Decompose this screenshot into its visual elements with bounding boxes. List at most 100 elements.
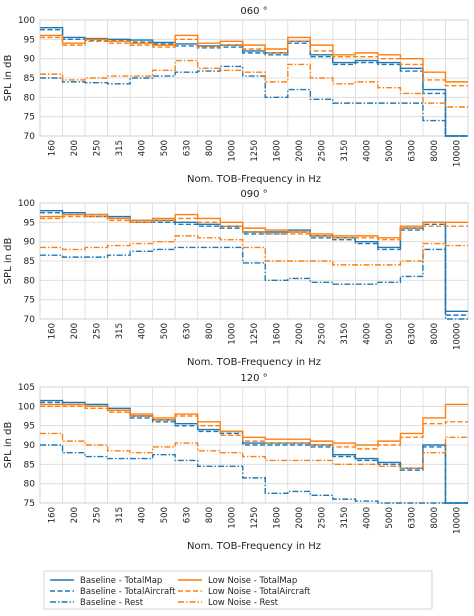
series-line — [40, 36, 468, 87]
x-tick-label: 800 — [205, 507, 215, 523]
x-axis-label: Nom. TOB-Frequency in Hz — [187, 174, 321, 185]
x-tick-label: 630 — [182, 507, 192, 523]
x-tick-label: 8000 — [430, 507, 440, 529]
y-tick-label: 80 — [24, 276, 36, 286]
x-tick-label: 1000 — [227, 507, 237, 529]
legend-frame — [43, 570, 433, 610]
y-axis-label: SPL in dB — [3, 238, 14, 285]
x-tick-label: 6300 — [408, 140, 418, 162]
x-tick-label: 250 — [92, 323, 102, 339]
y-tick-label: 75 — [24, 499, 35, 509]
x-tick-label: 2500 — [318, 140, 328, 162]
x-tick-label: 3150 — [340, 507, 350, 529]
x-tick-label: 2500 — [318, 323, 328, 345]
x-tick-label: 160 — [47, 140, 57, 156]
x-tick-label: 3150 — [340, 140, 350, 162]
x-tick-label: 800 — [205, 140, 215, 156]
legend-label: Low Noise - Rest — [208, 598, 279, 608]
x-tick-label: 1250 — [250, 140, 260, 162]
x-tick-label: 160 — [47, 323, 57, 339]
x-tick-label: 5000 — [385, 140, 395, 162]
x-tick-label: 160 — [47, 507, 57, 523]
series-line — [40, 401, 468, 504]
x-tick-label: 4000 — [363, 140, 373, 162]
y-tick-label: 85 — [24, 74, 35, 84]
series-line — [40, 246, 468, 320]
y-tick-label: 90 — [24, 55, 36, 65]
x-tick-label: 2000 — [295, 140, 305, 162]
y-tick-label: 70 — [24, 315, 36, 325]
x-tick-label: 2000 — [295, 323, 305, 345]
series-line — [40, 215, 468, 241]
y-tick-label: 90 — [24, 238, 36, 248]
x-tick-label: 315 — [115, 507, 125, 523]
x-tick-label: 1000 — [227, 323, 237, 345]
y-tick-label: 75 — [24, 296, 35, 306]
x-tick-label: 10000 — [453, 323, 463, 350]
x-tick-label: 400 — [137, 323, 147, 339]
x-tick-label: 10000 — [453, 507, 463, 534]
y-tick-label: 100 — [18, 402, 35, 412]
x-tick-label: 400 — [137, 507, 147, 523]
chart-panel: 75 80 85 90 95 100 105 120 ° 160 200 250 315 400 500 6… — [3, 373, 469, 552]
x-axis-label: Nom. TOB-Frequency in Hz — [187, 541, 321, 552]
x-tick-label: 200 — [70, 323, 80, 339]
x-tick-label: 5000 — [385, 507, 395, 529]
y-tick-label: 105 — [18, 383, 35, 393]
legend-label: Baseline - TotalAircraft — [80, 587, 176, 597]
legend-label: Baseline - TotalMap — [80, 576, 162, 586]
series-line — [40, 211, 468, 316]
x-tick-label: 500 — [160, 140, 170, 156]
plot-frame — [39, 202, 469, 320]
x-tick-label: 250 — [92, 140, 102, 156]
y-tick-label: 85 — [24, 257, 35, 267]
series-line — [40, 444, 468, 504]
y-tick-label: 70 — [24, 132, 36, 142]
x-tick-label: 315 — [115, 323, 125, 339]
y-tick-label: 100 — [18, 16, 35, 26]
series-line — [40, 235, 468, 266]
series-line — [40, 405, 468, 450]
x-tick-label: 500 — [160, 507, 170, 523]
y-tick-label: 90 — [24, 441, 36, 451]
x-tick-label: 1600 — [273, 507, 283, 529]
x-tick-label: 1600 — [273, 323, 283, 345]
y-axis-label: SPL in dB — [3, 55, 14, 102]
x-tick-label: 200 — [70, 140, 80, 156]
chart-title: 120 ° — [240, 373, 267, 384]
x-tick-label: 5000 — [385, 323, 395, 345]
x-tick-label: 630 — [182, 323, 192, 339]
x-tick-label: 1600 — [273, 140, 283, 162]
y-tick-label: 95 — [24, 35, 35, 45]
chart-title: 060 ° — [240, 6, 267, 17]
legend-label: Low Noise - TotalAircraft — [208, 587, 311, 597]
x-tick-label: 2000 — [295, 507, 305, 529]
x-tick-label: 1250 — [250, 507, 260, 529]
chart-panel: 70 75 80 85 90 95 100 090 ° 160 200 250 315 400 500 63… — [3, 189, 469, 368]
legend-label: Baseline - Rest — [80, 598, 144, 608]
x-tick-label: 200 — [70, 507, 80, 523]
x-axis-label: Nom. TOB-Frequency in Hz — [187, 357, 321, 368]
x-tick-label: 6300 — [408, 323, 418, 345]
x-tick-label: 800 — [205, 323, 215, 339]
x-tick-label: 250 — [92, 507, 102, 523]
y-tick-label: 95 — [24, 218, 35, 228]
x-tick-label: 10000 — [453, 140, 463, 167]
x-tick-label: 2500 — [318, 507, 328, 529]
x-tick-label: 400 — [137, 140, 147, 156]
x-tick-label: 1250 — [250, 323, 260, 345]
x-tick-label: 630 — [182, 140, 192, 156]
series-line — [40, 213, 468, 239]
x-tick-label: 3150 — [340, 323, 350, 345]
y-tick-label: 100 — [18, 199, 35, 209]
y-tick-label: 75 — [24, 113, 35, 123]
series-line — [40, 399, 468, 504]
y-tick-label: 80 — [24, 480, 36, 490]
x-tick-label: 315 — [115, 140, 125, 156]
x-tick-label: 1000 — [227, 140, 237, 162]
x-tick-label: 500 — [160, 323, 170, 339]
series-line — [40, 34, 468, 83]
x-tick-label: 6300 — [408, 507, 418, 529]
